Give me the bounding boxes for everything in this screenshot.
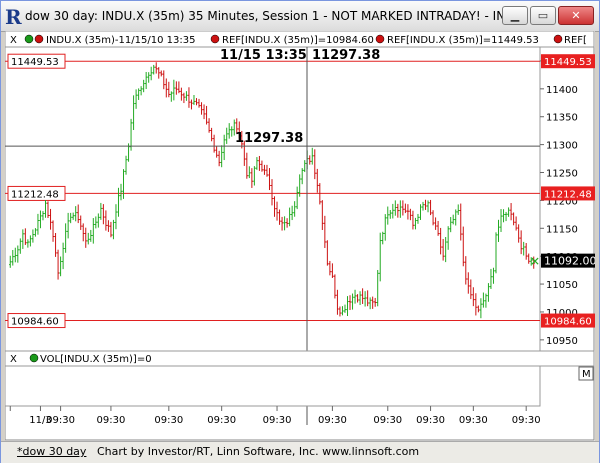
reference-left-label: 10984.60 <box>11 317 59 328</box>
y-tick-label: 10950 <box>546 336 578 347</box>
y-tick-label: 11150 <box>546 224 578 235</box>
reference-left-box <box>7 185 66 201</box>
x-tick-label: 09:30 <box>373 415 402 426</box>
close-button[interactable]: ✕ <box>558 6 594 25</box>
x-tick-label: 09:30 <box>512 415 541 426</box>
reference-price-label: 10984.60 <box>544 317 592 328</box>
cursor-price-label: 11297.38 <box>312 48 380 63</box>
y-tick-label: 11000 <box>546 308 578 319</box>
legend-main-series[interactable]: INDU.X (35m)-11/15/10 13:35 <box>46 35 195 46</box>
volume-close-icon[interactable]: X <box>10 354 17 365</box>
legend-ref2-dot-icon <box>375 34 385 44</box>
crosshair-value-label: 11297.38 <box>235 131 303 146</box>
x-tick-label: 11/3 <box>29 415 51 426</box>
volume-legend-label[interactable]: VOL[INDU.X (35m)]=0 <box>40 354 152 365</box>
time-axis: 11/309:30 09:30 09:30 09:30 09:30 09:30 09:30 0… <box>9 406 541 426</box>
x-tick-label: 09:30 <box>97 415 126 426</box>
price-bars <box>9 62 535 319</box>
volume-dot-icon <box>29 353 39 363</box>
current-price-label: 11092.00 <box>544 255 595 268</box>
legend-red-dot-icon <box>34 34 44 44</box>
reference-price-tag <box>541 54 595 69</box>
reference-left-label: 11449.53 <box>11 57 59 68</box>
current-price-tag: 11092.00 ✕ <box>530 253 595 269</box>
x-tick-label: 09:30 <box>459 415 488 426</box>
y-tick-label: 11200 <box>546 196 578 207</box>
title-bar[interactable]: R dow 30 day: INDU.X (35m) 35 Minutes, S… <box>1 1 599 32</box>
maximize-icon: ▭ <box>537 9 549 22</box>
x-tick-label: 09:30 <box>263 415 292 426</box>
legend-ref3-dot-icon <box>553 34 563 44</box>
x-tick-label: 09:30 <box>46 415 75 426</box>
legend-green-dot-icon <box>24 34 34 44</box>
app-logo-icon: R <box>5 5 22 29</box>
legend-ref2[interactable]: REF[INDU.X (35m)]=11449.53 <box>387 35 539 46</box>
volume-pane[interactable] <box>5 365 541 407</box>
y-tick-label: 11400 <box>546 85 578 96</box>
x-tick-label: 09:30 <box>318 415 347 426</box>
reference-price-label: 11212.48 <box>544 189 592 200</box>
cursor-time-label: 11/15 13:35 <box>220 48 307 63</box>
chart-credit: Chart by Investor/RT, Linn Software, Inc… <box>97 445 420 458</box>
y-tick-label: 11350 <box>546 113 578 124</box>
reference-lines: 11449.53 11449.53 11212.48 11212.48 10984.60… <box>5 53 595 329</box>
x-tick-label: 09:30 <box>207 415 236 426</box>
legend-close-icon[interactable]: X <box>10 35 17 46</box>
volume-m-button[interactable] <box>578 366 594 381</box>
reference-left-label: 11212.48 <box>11 189 59 200</box>
chart-canvas[interactable]: X INDU.X (35m)-11/15/10 13:35 REF[INDU.X… <box>5 31 595 441</box>
x-tick-label: 09:30 <box>416 415 445 426</box>
reference-price-label: 11449.53 <box>544 57 592 68</box>
minimize-button[interactable]: ▁ <box>502 6 528 25</box>
reference-left-box <box>7 53 66 69</box>
reference-price-tag <box>541 186 595 201</box>
minimize-icon: ▁ <box>510 9 520 22</box>
volume-m-label: M <box>582 369 591 380</box>
status-bar: *dow 30 day Chart by Investor/RT, Linn S… <box>1 441 599 463</box>
current-price-marker-icon: ✕ <box>530 255 540 269</box>
legend-ref1-dot-icon <box>210 34 220 44</box>
chart-page-link[interactable]: *dow 30 day <box>17 445 87 458</box>
reference-price-tag <box>541 313 595 328</box>
reference-left-box <box>7 313 66 329</box>
chart-area[interactable]: X INDU.X (35m)-11/15/10 13:35 REF[INDU.X… <box>5 31 595 441</box>
y-tick-label: 11250 <box>546 169 578 180</box>
maximize-button[interactable]: ▭ <box>530 6 556 25</box>
legend-ref3[interactable]: REF[ <box>564 35 587 46</box>
x-tick-label: 09:30 <box>154 415 183 426</box>
window-title: dow 30 day: INDU.X (35m) 35 Minutes, Ses… <box>25 9 517 23</box>
y-tick-label: 11050 <box>546 280 578 291</box>
legend-ref1[interactable]: REF[INDU.X (35m)]=10984.60 <box>222 35 374 46</box>
y-tick-label: 11300 <box>546 141 578 152</box>
close-icon: ✕ <box>571 9 581 22</box>
